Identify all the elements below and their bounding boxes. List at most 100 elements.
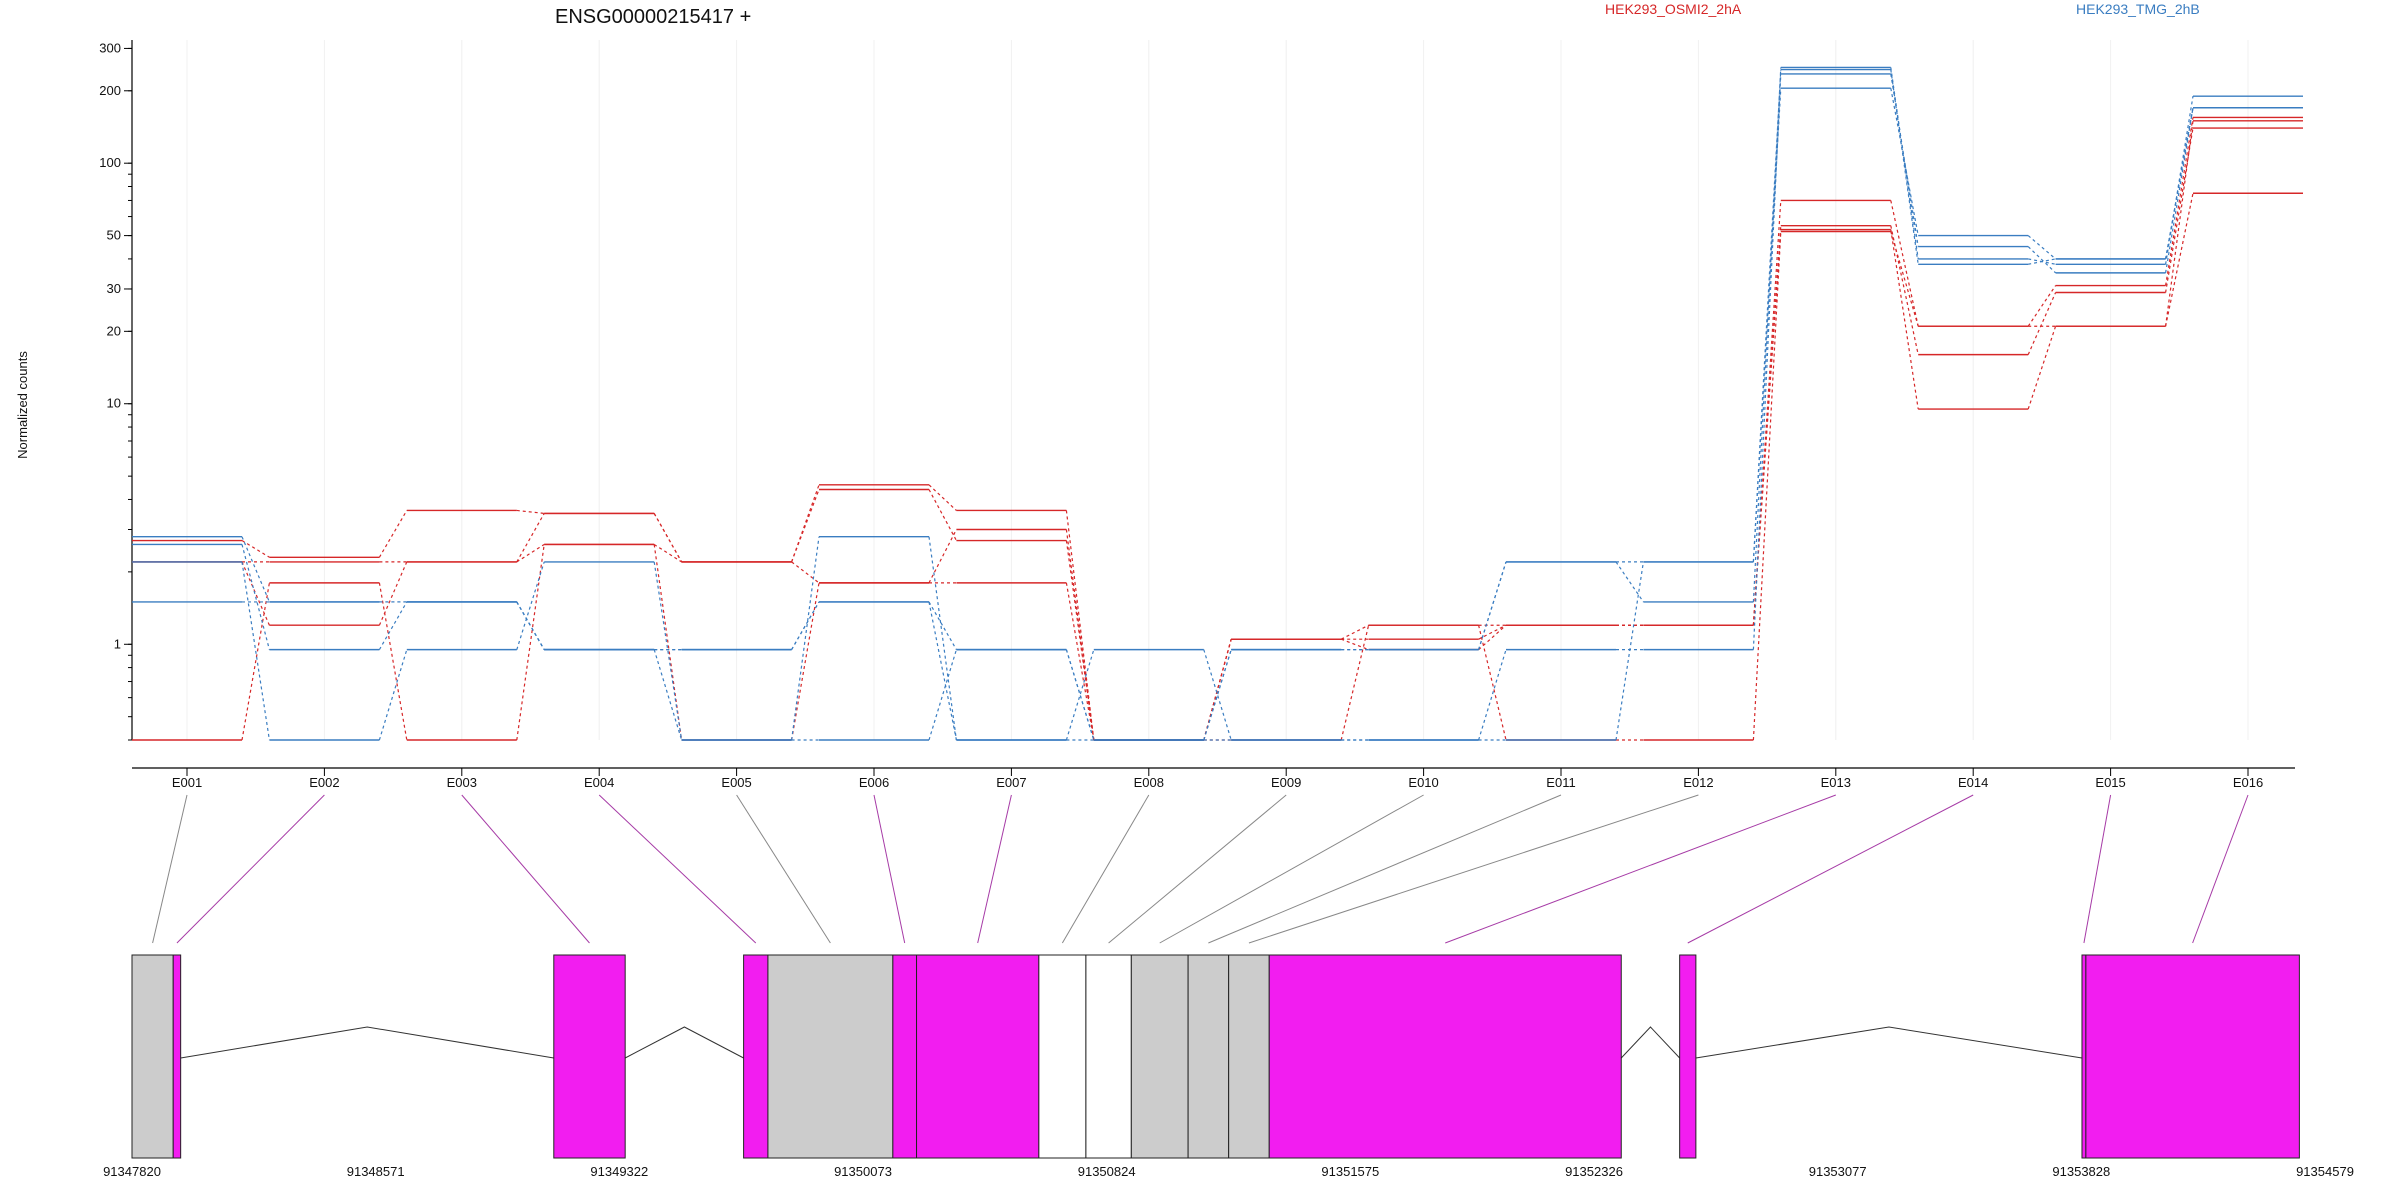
series-4-transition (928, 601, 957, 650)
series-7-transition (928, 649, 957, 741)
series-lines (132, 66, 2303, 741)
exon-connector (2083, 794, 2112, 944)
y-tick-label: 30 (107, 281, 121, 296)
series-0-transition (1890, 200, 1919, 327)
y-tick-label: 100 (99, 155, 121, 170)
coordinate-label: 91350824 (1078, 1164, 1136, 1179)
x-tick-label: E005 (721, 775, 751, 790)
series-5-transition (928, 601, 957, 741)
x-tick-label: E016 (2233, 775, 2263, 790)
y-tick-label: 1 (114, 636, 121, 651)
exon-block (172, 954, 182, 1159)
x-tick-label: E008 (1134, 775, 1164, 790)
series-7-transition (653, 649, 683, 741)
intron-line (624, 1026, 744, 1059)
series-6-transition (1890, 88, 1919, 236)
series-3-transition (1478, 625, 1507, 741)
x-tick-label: E006 (859, 775, 889, 790)
series-3-transition (516, 544, 545, 741)
coordinate-label: 91353828 (2052, 1164, 2110, 1179)
exon-block (2085, 954, 2300, 1159)
series-3-transition (241, 582, 270, 741)
series-2-transition (2027, 326, 2057, 410)
y-axis-label: Normalized counts (15, 351, 30, 459)
x-tick-label: E013 (1821, 775, 1851, 790)
series-3-transition (378, 582, 408, 741)
exon-block (1038, 954, 1087, 1159)
y-tick-label: 300 (99, 40, 121, 55)
series-0-transition (928, 484, 957, 511)
series-7-transition (1478, 561, 1507, 650)
series-6-transition (653, 561, 683, 741)
legend-entry-group-b: HEK293_TMG_2hB (2076, 1, 2200, 17)
exon-block (743, 954, 769, 1159)
series-5-transition (1065, 649, 1095, 741)
exon-connector (1061, 794, 1150, 944)
series-6-transition (928, 536, 957, 741)
series-0-transition (2165, 117, 2194, 286)
exon-connector (176, 794, 325, 944)
series-2-transition (1890, 229, 1919, 410)
series-0-transition (1752, 200, 1782, 626)
series-0-transition (378, 510, 408, 558)
x-tick-label: E009 (1271, 775, 1301, 790)
coordinate-label: 91353077 (1809, 1164, 1867, 1179)
chart-title: ENSG00000215417 + (555, 6, 751, 28)
exon-block (1228, 954, 1270, 1159)
series-2-transition (1340, 638, 1369, 651)
exon-block (1268, 954, 1622, 1159)
series-6-transition (378, 649, 408, 741)
exon-block (2081, 954, 2087, 1159)
exon-connector (1445, 794, 1836, 944)
x-tick-label: E015 (2095, 775, 2125, 790)
exon-block (1130, 954, 1189, 1159)
exon-block (553, 954, 626, 1159)
series-3-transition (653, 543, 682, 563)
x-tick-label: E012 (1683, 775, 1713, 790)
series-7-transition (1752, 69, 1782, 562)
series-2-transition (1065, 582, 1095, 741)
series-6-transition (2027, 235, 2056, 260)
series-3-transition (2165, 120, 2194, 327)
series-3-transition (928, 529, 957, 584)
series-5-transition (2027, 246, 2057, 274)
series-2-transition (653, 544, 683, 741)
series-5-transition (2165, 107, 2194, 273)
intron-line (1695, 1026, 2083, 1059)
series-3-transition (1340, 625, 1370, 741)
coordinate-label: 91350073 (834, 1164, 892, 1179)
series-4-transition (1752, 67, 1782, 602)
series-0-transition (1340, 624, 1369, 640)
series-1-transition (2165, 127, 2194, 293)
series-5-transition (1478, 649, 1507, 741)
coordinate-label: 91347820 (103, 1164, 161, 1179)
exon-connector (461, 794, 590, 944)
coordinate-label: 91354579 (2296, 1164, 2354, 1179)
exon-block (767, 954, 894, 1159)
exon-connector (1687, 794, 1974, 944)
x-tick-label: E007 (996, 775, 1026, 790)
series-1-transition (516, 513, 545, 563)
axes: 1 10 20 30 50 100 200 300 E001 E002 E003 E004 E005 E0… (99, 40, 2295, 790)
series-0-transition (1065, 510, 1095, 741)
exon-block (892, 954, 918, 1159)
x-tick-label: E004 (584, 775, 614, 790)
exon-block (131, 954, 174, 1159)
y-tick-label: 10 (107, 396, 121, 411)
series-5-transition (1890, 73, 1919, 247)
series-2-transition (516, 543, 545, 563)
series-0-transition (2027, 285, 2057, 327)
coordinate-label: 91348571 (347, 1164, 405, 1179)
series-2-transition (2165, 193, 2194, 327)
series-7-transition (1203, 649, 1232, 741)
x-tick-label: E002 (309, 775, 339, 790)
series-2-transition (791, 582, 820, 741)
series-1-transition (928, 489, 957, 541)
coordinate-label: 91352326 (1565, 1164, 1623, 1179)
x-tick-label: E014 (1958, 775, 1988, 790)
exon-connector (152, 794, 188, 944)
exon-connector (1159, 794, 1424, 944)
series-3-transition (1752, 231, 1782, 741)
exon-connector (977, 794, 1012, 944)
